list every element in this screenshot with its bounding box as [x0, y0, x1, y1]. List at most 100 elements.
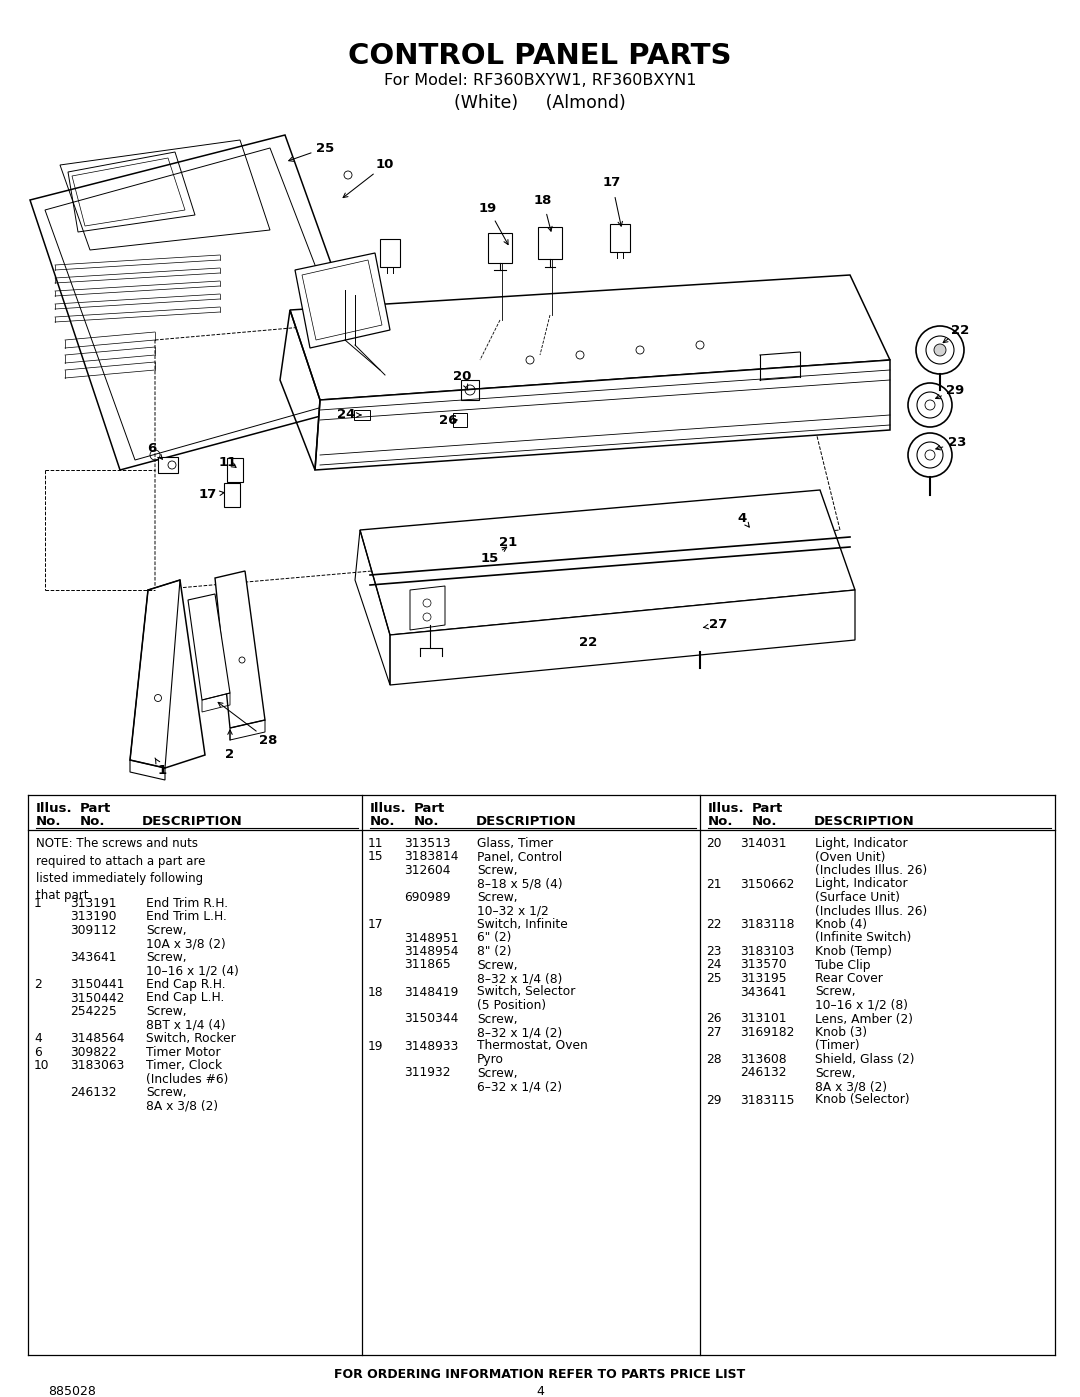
- Text: 17: 17: [368, 918, 383, 930]
- Text: 8–18 x 5/8 (4): 8–18 x 5/8 (4): [477, 877, 563, 890]
- Text: 313101: 313101: [740, 1013, 786, 1025]
- Text: 313513: 313513: [404, 837, 450, 849]
- Text: 10: 10: [33, 1059, 50, 1071]
- Text: Screw,: Screw,: [477, 863, 517, 877]
- Text: 309112: 309112: [70, 923, 117, 937]
- Text: (Includes Illus. 26): (Includes Illus. 26): [815, 904, 928, 918]
- Text: 8A x 3/8 (2): 8A x 3/8 (2): [815, 1080, 887, 1092]
- Text: For Model: RF360BXYW1, RF360BXYN1: For Model: RF360BXYW1, RF360BXYN1: [383, 73, 697, 88]
- Text: 10–16 x 1/2 (4): 10–16 x 1/2 (4): [146, 964, 239, 978]
- Text: Shield, Glass (2): Shield, Glass (2): [815, 1053, 915, 1066]
- Text: CONTROL PANEL PARTS: CONTROL PANEL PARTS: [348, 42, 732, 70]
- Text: 18: 18: [368, 985, 383, 999]
- Text: 20: 20: [453, 370, 471, 384]
- Text: 6: 6: [33, 1045, 42, 1059]
- Text: 3148419: 3148419: [404, 985, 458, 999]
- Text: 18: 18: [534, 194, 552, 207]
- Text: 22: 22: [706, 918, 721, 930]
- Polygon shape: [158, 457, 178, 474]
- Text: 246132: 246132: [70, 1085, 117, 1099]
- Text: 29: 29: [706, 1094, 721, 1106]
- Text: DESCRIPTION: DESCRIPTION: [476, 814, 577, 828]
- Text: 311865: 311865: [404, 958, 450, 971]
- Text: 8A x 3/8 (2): 8A x 3/8 (2): [146, 1099, 218, 1112]
- Text: 28: 28: [706, 1053, 721, 1066]
- Polygon shape: [390, 590, 855, 685]
- Text: FOR ORDERING INFORMATION REFER TO PARTS PRICE LIST: FOR ORDERING INFORMATION REFER TO PARTS …: [335, 1368, 745, 1382]
- Text: Light, Indicator: Light, Indicator: [815, 877, 907, 890]
- Text: 23: 23: [706, 944, 721, 958]
- Text: 690989: 690989: [404, 891, 450, 904]
- Text: (Surface Unit): (Surface Unit): [815, 891, 900, 904]
- Text: (Includes #6): (Includes #6): [146, 1073, 228, 1085]
- Text: Part: Part: [414, 802, 445, 814]
- Text: 27: 27: [706, 1025, 721, 1039]
- Text: 11: 11: [219, 455, 238, 468]
- Text: Screw,: Screw,: [477, 1013, 517, 1025]
- Text: Switch, Infinite: Switch, Infinite: [477, 918, 568, 930]
- Text: 3148933: 3148933: [404, 1039, 458, 1052]
- Polygon shape: [291, 275, 890, 400]
- Polygon shape: [488, 233, 512, 263]
- Text: Knob (4): Knob (4): [815, 918, 867, 930]
- Text: NOTE: The screws and nuts
required to attach a part are
listed immediately follo: NOTE: The screws and nuts required to at…: [36, 837, 205, 902]
- Text: 3183115: 3183115: [740, 1094, 795, 1106]
- Text: Part: Part: [80, 802, 111, 814]
- Polygon shape: [360, 490, 855, 636]
- Text: 6: 6: [147, 441, 157, 454]
- Text: Screw,: Screw,: [146, 1004, 187, 1018]
- Text: (White)     (Almond): (White) (Almond): [454, 94, 626, 112]
- Text: Switch, Selector: Switch, Selector: [477, 985, 576, 999]
- Text: (5 Position): (5 Position): [477, 999, 546, 1011]
- Text: No.: No.: [36, 814, 62, 828]
- Text: 3150344: 3150344: [404, 1013, 458, 1025]
- Text: No.: No.: [752, 814, 778, 828]
- Polygon shape: [227, 458, 243, 482]
- Text: 311932: 311932: [404, 1066, 450, 1080]
- Circle shape: [934, 344, 946, 356]
- Text: Screw,: Screw,: [146, 923, 187, 937]
- Text: Illus.: Illus.: [370, 802, 407, 814]
- Text: 343641: 343641: [70, 951, 117, 964]
- Text: (Infinite Switch): (Infinite Switch): [815, 932, 912, 944]
- Text: 24: 24: [706, 958, 721, 971]
- Text: (Timer): (Timer): [815, 1039, 860, 1052]
- Text: Part: Part: [752, 802, 783, 814]
- Text: Timer, Clock: Timer, Clock: [146, 1059, 222, 1071]
- Text: 3150441: 3150441: [70, 978, 124, 990]
- Polygon shape: [188, 594, 230, 700]
- Text: Tube Clip: Tube Clip: [815, 958, 870, 971]
- Text: 313570: 313570: [740, 958, 786, 971]
- Text: Knob (Selector): Knob (Selector): [815, 1094, 909, 1106]
- Text: Glass, Timer: Glass, Timer: [477, 837, 553, 849]
- Text: 4: 4: [738, 511, 746, 524]
- Text: 20: 20: [706, 837, 721, 849]
- Text: Thermostat, Oven: Thermostat, Oven: [477, 1039, 588, 1052]
- Text: 21: 21: [499, 535, 517, 549]
- Circle shape: [734, 514, 766, 546]
- Text: 19: 19: [368, 1039, 383, 1052]
- Text: 8" (2): 8" (2): [477, 944, 512, 958]
- Text: Panel, Control: Panel, Control: [477, 851, 562, 863]
- Text: End Cap L.H.: End Cap L.H.: [146, 992, 225, 1004]
- Polygon shape: [215, 571, 265, 728]
- Text: 8–32 x 1/4 (8): 8–32 x 1/4 (8): [477, 972, 563, 985]
- Text: 15: 15: [481, 552, 499, 564]
- Text: 313608: 313608: [740, 1053, 786, 1066]
- Text: 314031: 314031: [740, 837, 786, 849]
- Text: 3183063: 3183063: [70, 1059, 124, 1071]
- Text: 17: 17: [603, 176, 621, 190]
- Text: 26: 26: [438, 414, 457, 426]
- Polygon shape: [224, 483, 240, 507]
- Text: 6" (2): 6" (2): [477, 932, 511, 944]
- Text: 3148951: 3148951: [404, 932, 459, 944]
- Text: No.: No.: [414, 814, 440, 828]
- Circle shape: [908, 433, 951, 476]
- Text: 3148954: 3148954: [404, 944, 459, 958]
- Text: (Includes Illus. 26): (Includes Illus. 26): [815, 863, 928, 877]
- Text: 26: 26: [706, 1013, 721, 1025]
- Text: 29: 29: [946, 384, 964, 397]
- Text: End Trim R.H.: End Trim R.H.: [146, 897, 228, 909]
- Text: Knob (Temp): Knob (Temp): [815, 944, 892, 958]
- Text: 11: 11: [368, 837, 383, 849]
